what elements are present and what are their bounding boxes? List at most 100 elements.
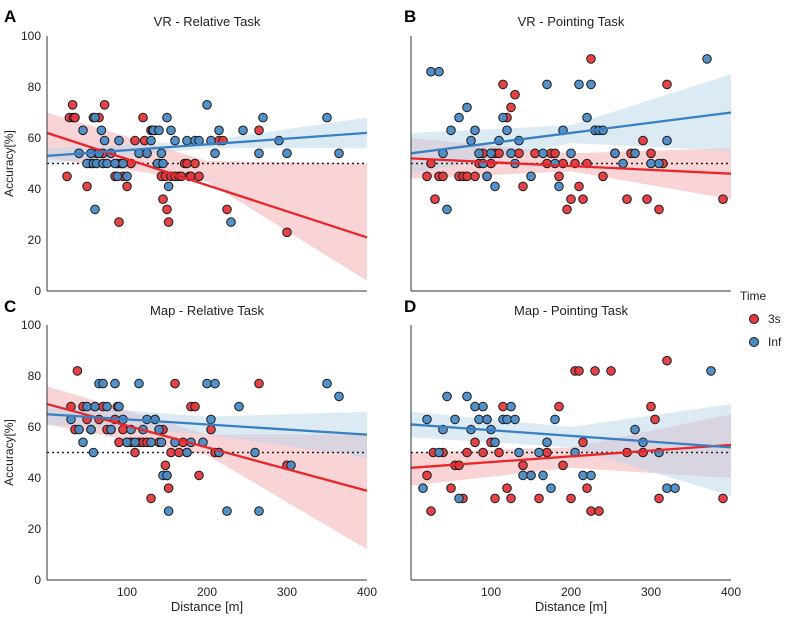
data-point-3s	[514, 148, 524, 159]
y-axis-label: Accuracy[%]	[2, 130, 16, 197]
data-point-inf	[90, 204, 100, 215]
fit-line-inf	[410, 423, 732, 449]
fit-line-3s	[46, 131, 368, 239]
data-point-3s	[558, 460, 568, 471]
legend-items: 3s Inf	[749, 312, 782, 349]
data-point-inf	[234, 401, 244, 412]
data-point-3s	[163, 483, 174, 494]
data-point-3s	[130, 447, 140, 458]
data-point-3s	[646, 401, 656, 412]
data-point-inf	[88, 447, 99, 458]
data-point-inf	[102, 158, 112, 169]
data-point-inf	[502, 125, 512, 136]
data-point-inf	[586, 79, 596, 90]
data-point-inf	[142, 148, 152, 159]
data-point-3s	[254, 378, 264, 389]
data-point-3s	[530, 148, 540, 159]
data-point-inf	[662, 135, 672, 146]
x-tick-label: 300	[277, 585, 297, 599]
data-point-inf	[554, 181, 564, 192]
chart-title: Map - Relative Task	[150, 303, 264, 318]
data-point-3s	[99, 100, 110, 110]
data-point-3s	[160, 460, 171, 471]
data-point-inf	[510, 414, 520, 425]
data-point-3s	[662, 355, 672, 366]
data-point-3s	[174, 447, 184, 458]
data-point-inf	[482, 171, 492, 182]
data-point-3s	[182, 158, 192, 169]
data-point-inf	[322, 378, 332, 389]
data-point-inf	[114, 401, 124, 412]
data-point-inf	[238, 125, 248, 136]
data-point-3s	[426, 506, 436, 516]
data-point-3s	[162, 204, 172, 215]
data-point-3s	[594, 506, 604, 516]
data-point-3s	[170, 378, 180, 389]
panel-b: B VR - Pointing Task	[404, 7, 732, 292]
data-point-3s	[662, 79, 672, 90]
data-point-3s	[194, 470, 204, 481]
data-point-inf	[542, 79, 552, 90]
data-point-inf	[582, 112, 592, 123]
data-point-inf	[122, 171, 132, 182]
data-point-inf	[222, 506, 232, 516]
x-tick-label: 400	[357, 585, 377, 599]
data-point-inf	[146, 135, 156, 146]
data-point-inf	[506, 148, 516, 159]
data-point-inf	[538, 148, 548, 159]
data-point-3s	[554, 171, 564, 182]
data-point-3s	[72, 366, 83, 376]
data-point-inf	[118, 158, 128, 169]
data-point-3s	[67, 100, 78, 110]
data-point-inf	[78, 437, 88, 448]
data-point-inf	[630, 424, 640, 435]
data-point-inf	[474, 414, 484, 425]
y-tick-label: 20	[28, 522, 42, 536]
panels: A VR - Relative Task 0 20 40 60 80 100 Accuracy[…	[2, 7, 741, 614]
data-point-inf	[86, 424, 96, 435]
data-point-3s	[718, 194, 728, 204]
data-point-inf	[454, 112, 464, 123]
data-point-3s	[206, 424, 216, 435]
data-point-inf	[250, 447, 260, 458]
data-point-inf	[214, 125, 224, 136]
data-point-3s	[422, 171, 432, 182]
y-tick-label: 0	[34, 573, 41, 587]
data-point-inf	[156, 437, 167, 448]
data-point-inf	[170, 135, 180, 146]
data-point-3s	[542, 447, 552, 458]
data-point-inf	[130, 437, 140, 448]
data-point-inf	[114, 135, 124, 146]
data-point-inf	[478, 158, 488, 169]
data-point-3s	[574, 181, 584, 192]
data-point-inf	[122, 437, 132, 448]
data-point-3s	[130, 135, 140, 146]
data-point-3s	[718, 493, 728, 504]
x-axis-label: Distance [m]	[171, 599, 243, 614]
data-point-inf	[574, 79, 584, 90]
data-point-inf	[418, 483, 428, 494]
data-point-3s	[518, 181, 528, 192]
y-tick-label: 100	[21, 318, 41, 332]
data-point-3s	[166, 447, 176, 458]
data-point-3s	[70, 112, 80, 123]
panel-letter: B	[404, 7, 416, 26]
data-point-3s	[646, 148, 656, 159]
data-point-inf	[99, 135, 110, 146]
data-point-inf	[578, 470, 588, 481]
data-point-inf	[610, 148, 620, 159]
data-point-3s	[163, 217, 174, 227]
data-point-inf	[426, 66, 436, 77]
y-tick-label: 20	[28, 233, 42, 247]
data-point-3s	[586, 506, 596, 516]
data-point-inf	[646, 158, 656, 169]
data-point-inf	[112, 171, 123, 182]
chart-title: VR - Relative Task	[154, 14, 261, 29]
data-point-3s	[642, 194, 652, 204]
legend-title: Time	[740, 289, 767, 303]
data-point-3s	[502, 483, 512, 494]
data-point-3s	[598, 171, 608, 182]
data-point-3s	[518, 460, 528, 471]
data-point-inf	[490, 437, 500, 448]
